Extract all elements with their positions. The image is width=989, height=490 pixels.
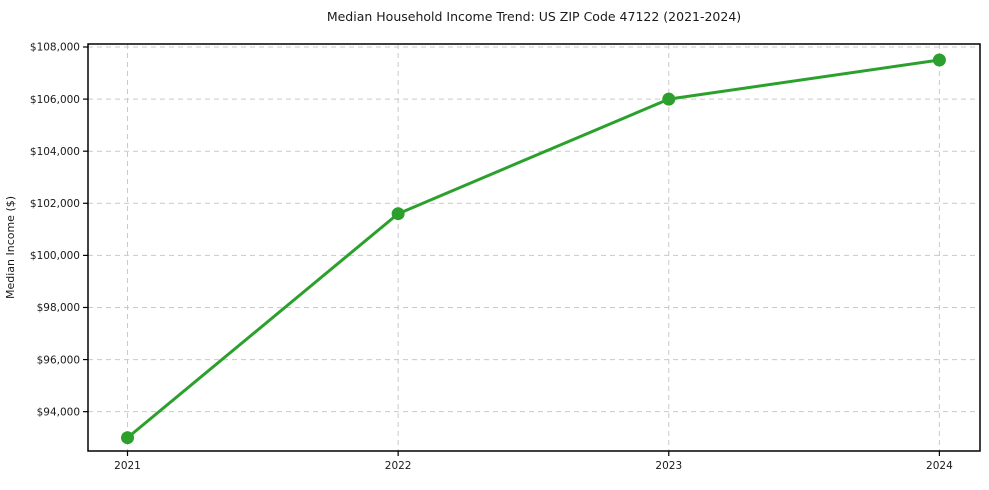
chart-title: Median Household Income Trend: US ZIP Co… [327,9,741,24]
grid-layer [88,44,980,451]
x-tick-label: 2021 [114,460,141,472]
y-tick-label: $96,000 [37,354,80,366]
y-tick-label: $108,000 [30,42,80,54]
y-tick-label: $94,000 [37,406,80,418]
y-tick-label: $98,000 [37,302,80,314]
plot-border [87,43,981,452]
x-tick-label: 2022 [385,460,412,472]
y-tick-label: $102,000 [30,198,80,210]
data-point-2024 [932,53,946,67]
series-layer [121,53,946,445]
income-trend-line [126,58,941,440]
data-point-2021 [121,431,135,445]
y-axis-label: Median Income ($) [4,196,17,299]
data-point-2023 [662,92,676,106]
x-tick-label: 2024 [926,460,953,472]
data-point-2022 [391,207,405,221]
y-tick-label: $106,000 [30,94,80,106]
x-tick-label: 2023 [655,460,682,472]
y-tick-label: $104,000 [30,146,80,158]
y-tick-label: $100,000 [30,250,80,262]
axes-layer: $94,000 $96,000 $98,000 $100,000 $102,000 $10… [30,42,981,472]
